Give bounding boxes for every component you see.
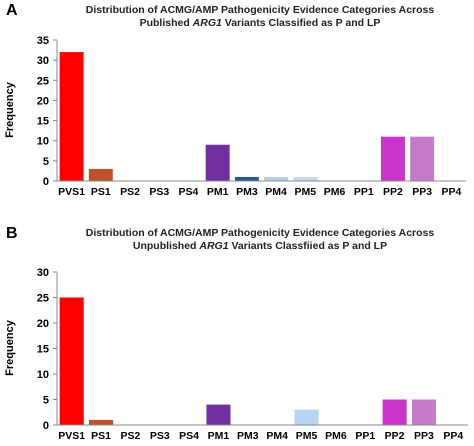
y-tick-label: 10 — [37, 369, 49, 381]
chart-panel-a: A Distribution of ACMG/AMP Pathogenicity… — [4, 2, 466, 198]
x-tick-label: PM4 — [265, 186, 287, 198]
y-tick-label: 5 — [43, 395, 49, 407]
title-gene: ARG1 — [192, 17, 222, 29]
chart-title-line2: Unpublished ARG1 Variants Classfiied as … — [60, 240, 460, 253]
x-tick-label: PS1 — [91, 186, 111, 198]
x-tick-label: PS3 — [150, 430, 170, 442]
x-tick-label: PP3 — [414, 430, 434, 442]
y-tick-label: 0 — [43, 420, 49, 432]
x-tick-label: PS4 — [179, 430, 199, 442]
title-pre: Published — [139, 17, 193, 29]
x-tick-label: PS1 — [91, 430, 111, 442]
bar-ps1 — [88, 419, 114, 425]
y-tick-label: 0 — [43, 176, 49, 188]
y-tick-label: 25 — [37, 75, 49, 87]
bar-pvs1 — [59, 297, 84, 425]
y-axis-label: Frequency — [4, 319, 16, 376]
title-pre: Unpublished — [132, 240, 200, 252]
x-tick-label: PM6 — [324, 186, 346, 198]
bar-pp2 — [380, 136, 405, 181]
bar-ps1 — [88, 168, 113, 181]
y-tick-label: 10 — [37, 136, 49, 148]
x-tick-label: PM1 — [208, 430, 230, 442]
x-tick-label: PP1 — [355, 430, 375, 442]
bar-pm5 — [293, 176, 318, 181]
title-post: Variants Classfiied as P and LP — [228, 240, 388, 252]
x-tick-label: PM3 — [236, 186, 258, 198]
bar-pvs1 — [59, 52, 84, 182]
y-tick-label: 5 — [43, 156, 49, 168]
y-tick-label: 35 — [37, 35, 49, 47]
bar-pm1 — [205, 144, 230, 181]
x-tick-label: PS4 — [179, 186, 199, 198]
y-tick-label: 25 — [37, 293, 49, 305]
bar-pp2 — [382, 399, 407, 425]
x-tick-label: PS2 — [120, 186, 140, 198]
x-tick-label: PP2 — [385, 430, 405, 442]
x-tick-label: PM4 — [266, 430, 288, 442]
chart-title: Distribution of ACMG/AMP Pathogenicity E… — [60, 4, 460, 30]
panel-label: A — [6, 2, 18, 19]
chart-title-line1: Distribution of ACMG/AMP Pathogenicity E… — [85, 227, 435, 239]
x-tick-label: PM5 — [295, 186, 317, 198]
y-tick-label: 20 — [37, 318, 49, 330]
bar-pm4 — [264, 176, 289, 181]
x-tick-label: PM5 — [296, 430, 318, 442]
chart-panel-b: B Distribution of ACMG/AMP Pathogenicity… — [0, 223, 474, 446]
bar-pp3 — [411, 399, 437, 425]
y-tick-label: 15 — [37, 116, 49, 128]
chart-title-line2: Published ARG1 Variants Classified as P … — [60, 17, 460, 30]
x-tick-label: PS3 — [149, 186, 169, 198]
x-tick-label: PM6 — [325, 430, 347, 442]
chart-title: Distribution of ACMG/AMP Pathogenicity E… — [60, 227, 460, 253]
y-axis-label: Frequency — [4, 81, 16, 138]
x-tick-label: PP2 — [383, 186, 403, 198]
panel-label: B — [6, 225, 18, 242]
x-tick-label: PS2 — [120, 430, 140, 442]
title-post: Variants Classified as P and LP — [221, 17, 381, 29]
x-tick-label: PVS1 — [58, 430, 85, 442]
bar-pm1 — [206, 404, 231, 425]
chart-title-line1: Distribution of ACMG/AMP Pathogenicity E… — [85, 4, 435, 16]
bar-chart-b: 0 5 10 15 20 25 30 Frequency PVS1 PS1 PS2 PS3 PS4 PM1… — [4, 267, 468, 442]
x-tick-label: PP3 — [412, 186, 432, 198]
x-tick-label: PM1 — [207, 186, 229, 198]
bar-chart-a: 0 5 10 15 20 25 30 35 Frequency PVS1 PS1 PS2 PS3 PS4 P… — [4, 35, 466, 198]
x-tick-label: PP4 — [443, 430, 463, 442]
y-tick-label: 30 — [37, 267, 49, 279]
bar-pp3 — [410, 136, 435, 181]
bar-pm3 — [234, 176, 259, 181]
x-tick-label: PP1 — [354, 186, 374, 198]
y-tick-label: 30 — [37, 55, 49, 67]
x-tick-label: PM3 — [237, 430, 259, 442]
y-tick-label: 15 — [37, 344, 49, 356]
bar-pm5 — [294, 409, 319, 425]
x-tick-label: PP4 — [441, 186, 461, 198]
y-tick-label: 20 — [37, 95, 49, 107]
title-gene: ARG1 — [199, 240, 229, 252]
x-tick-label: PVS1 — [58, 186, 85, 198]
